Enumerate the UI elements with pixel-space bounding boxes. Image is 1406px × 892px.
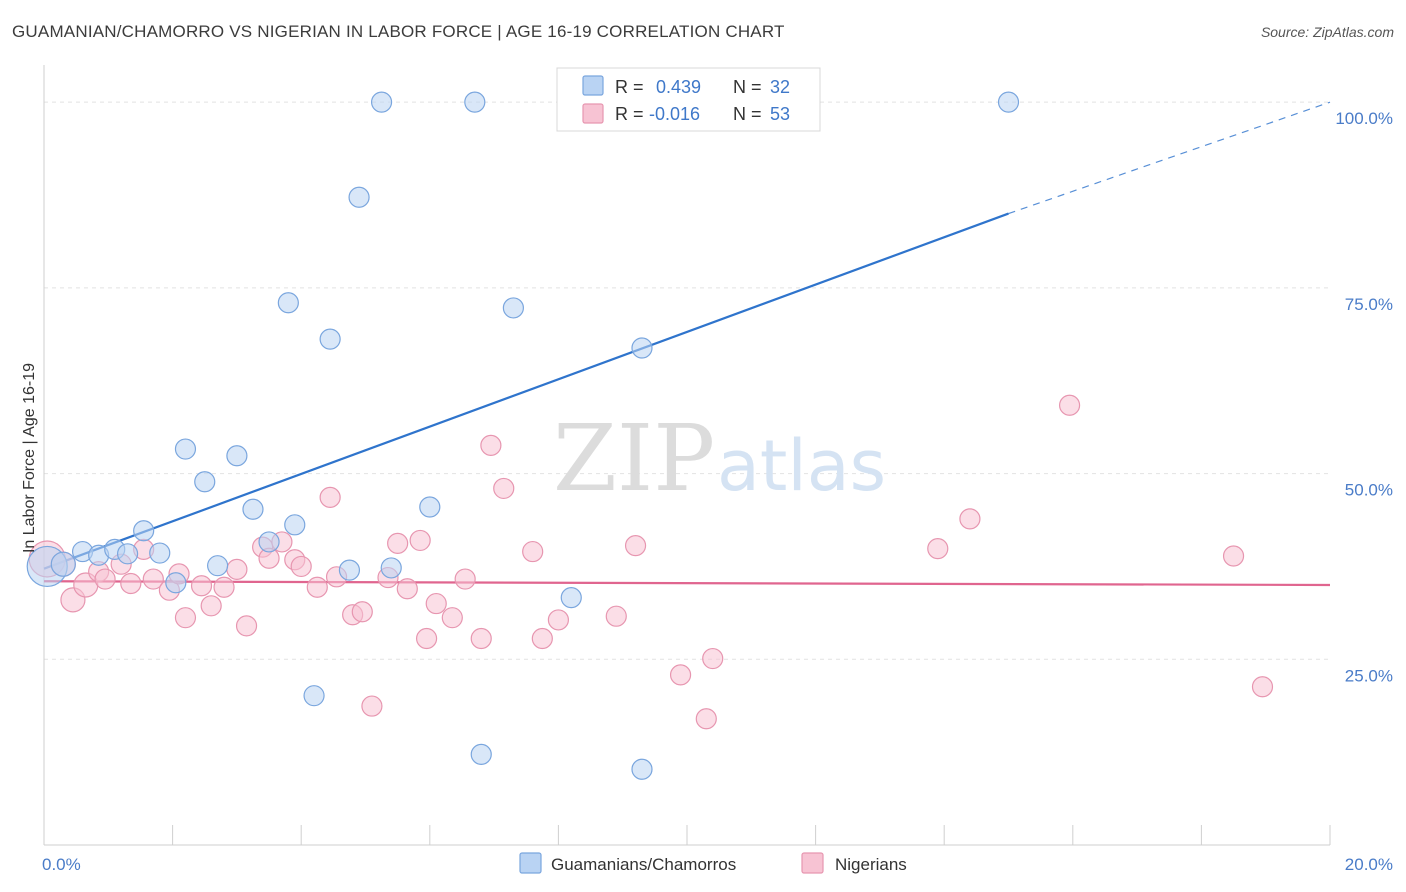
point-nigerians xyxy=(319,486,341,508)
point-guamanians xyxy=(165,572,187,594)
point-guamanians xyxy=(370,91,393,113)
point-guamanians xyxy=(419,496,441,518)
point-nigerians xyxy=(235,615,258,637)
point-nigerians xyxy=(387,532,409,555)
stats-legend-n-label: N = xyxy=(733,77,762,97)
point-guamanians xyxy=(560,587,582,609)
stats-legend-swatch-pink xyxy=(582,103,604,124)
watermark-zip: ZIP xyxy=(553,405,715,512)
point-nigerians xyxy=(1058,394,1081,416)
point-nigerians xyxy=(454,568,476,590)
y-tick-label: 50.0% xyxy=(1345,481,1393,500)
point-nigerians xyxy=(669,664,692,686)
point-nigerians xyxy=(531,627,553,650)
point-nigerians xyxy=(927,537,949,560)
point-guamanians xyxy=(997,91,1020,113)
stats-legend-n-label: N = xyxy=(733,104,762,124)
point-guamanians xyxy=(464,91,486,113)
point-guamanians xyxy=(631,337,653,359)
stats-legend: R = 0.439 N = 32 R = -0.016 N = 53 xyxy=(556,67,821,132)
point-guamanians xyxy=(319,328,341,350)
stats-legend-n-value: 32 xyxy=(770,77,790,97)
y-tick-label: 100.0% xyxy=(1335,109,1393,128)
point-guamanians xyxy=(277,292,299,314)
point-nigerians xyxy=(470,627,492,650)
watermark-atlas: atlas xyxy=(717,425,886,507)
stats-legend-n-value: 53 xyxy=(770,104,790,124)
point-nigerians xyxy=(959,508,981,530)
y-axis-label: In Labor Force | Age 16-19 xyxy=(21,363,38,553)
trend-layer xyxy=(43,101,1331,587)
x-tick-label: 0.0% xyxy=(42,855,81,874)
point-nigerians xyxy=(425,592,447,615)
point-nigerians xyxy=(396,578,418,600)
point-nigerians xyxy=(120,572,142,595)
point-guamanians xyxy=(470,743,492,765)
point-nigerians xyxy=(441,607,463,629)
point-nigerians xyxy=(174,607,197,629)
stats-legend-r-label: R = xyxy=(615,104,644,124)
stats-legend-r-value: -0.016 xyxy=(649,104,700,124)
point-guamanians xyxy=(50,551,76,577)
point-nigerians xyxy=(547,609,570,631)
axes-layer: 25.0% 50.0% 75.0% 100.0% 0.0% 20.0% xyxy=(42,65,1393,874)
stats-legend-r-label: R = xyxy=(615,77,644,97)
point-nigerians xyxy=(624,535,647,557)
trendline-nigerians xyxy=(43,580,1331,587)
point-nigerians xyxy=(480,434,502,456)
point-guamanians xyxy=(338,559,361,581)
point-guamanians xyxy=(348,186,370,208)
point-nigerians xyxy=(142,568,164,590)
y-tick-label: 75.0% xyxy=(1345,295,1393,314)
point-nigerians xyxy=(493,477,515,500)
series-legend-label-nigerians: Nigerians xyxy=(835,855,907,874)
trendline-guamanians xyxy=(43,212,1009,570)
chart-title: GUAMANIAN/CHAMORRO VS NIGERIAN IN LABOR … xyxy=(12,22,785,41)
point-guamanians xyxy=(226,445,248,467)
points-layer xyxy=(26,91,1274,780)
point-nigerians xyxy=(200,595,222,617)
point-nigerians xyxy=(409,529,431,552)
series-legend-swatch-nigerians xyxy=(801,852,824,874)
point-guamanians xyxy=(502,297,524,319)
point-guamanians xyxy=(149,542,171,564)
point-guamanians xyxy=(133,520,155,542)
y-tick-label: 25.0% xyxy=(1345,666,1393,685)
point-guamanians xyxy=(207,555,229,577)
point-guamanians xyxy=(631,758,653,780)
point-guamanians xyxy=(284,514,306,536)
point-guamanians xyxy=(258,531,280,553)
point-nigerians xyxy=(522,540,544,563)
series-legend-swatch-guamanians xyxy=(519,852,542,874)
point-guamanians xyxy=(116,543,139,565)
trendline-guamanians-extension xyxy=(1008,101,1331,215)
point-nigerians xyxy=(306,576,328,598)
point-guamanians xyxy=(303,685,325,707)
point-nigerians xyxy=(415,627,438,650)
x-tick-label: 20.0% xyxy=(1345,855,1393,874)
point-guamanians xyxy=(380,557,402,579)
point-nigerians xyxy=(605,605,627,627)
stats-legend-r-value: 0.439 xyxy=(656,77,701,97)
watermark: ZIP atlas xyxy=(553,405,886,512)
point-guamanians xyxy=(174,438,197,460)
point-nigerians xyxy=(695,708,717,730)
point-guamanians xyxy=(242,498,264,520)
point-nigerians xyxy=(94,568,116,590)
point-nigerians xyxy=(213,576,235,598)
series-legend: Guamanians/Chamorros Nigerians xyxy=(519,852,907,874)
point-nigerians xyxy=(190,575,213,597)
chart-source: Source: ZipAtlas.com xyxy=(1260,24,1394,40)
point-nigerians xyxy=(702,647,724,670)
point-nigerians xyxy=(351,601,373,623)
point-nigerians xyxy=(1222,545,1245,567)
stats-legend-swatch-blue xyxy=(582,75,604,96)
point-nigerians xyxy=(290,555,312,578)
point-nigerians xyxy=(361,695,383,717)
series-legend-label-guamanians: Guamanians/Chamorros xyxy=(551,855,736,874)
point-nigerians xyxy=(226,558,248,581)
point-guamanians xyxy=(194,471,216,493)
point-nigerians xyxy=(1251,676,1274,698)
